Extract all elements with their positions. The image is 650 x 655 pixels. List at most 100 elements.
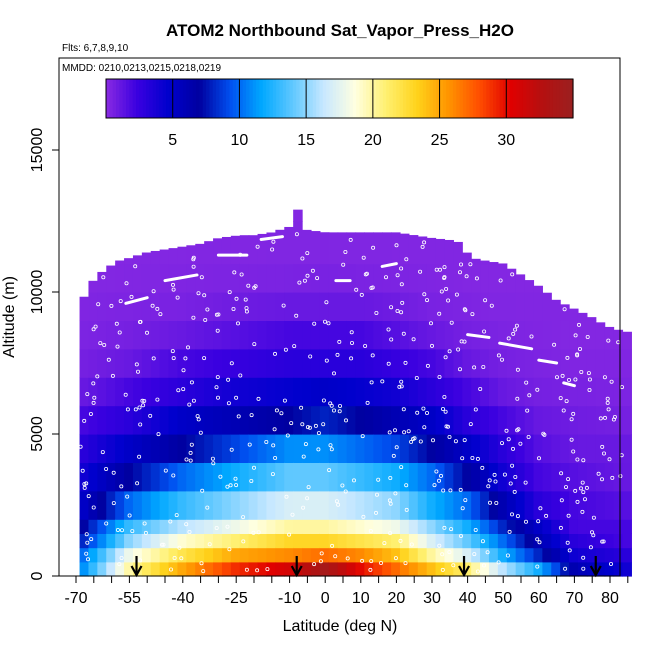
sample-marker [349, 340, 354, 345]
sample-marker [284, 494, 289, 499]
heatmap-cell [88, 377, 98, 407]
colorbar-swatch [422, 79, 427, 118]
heatmap-cell [239, 462, 250, 492]
sample-marker [289, 421, 294, 426]
sample-marker [442, 525, 447, 530]
colorbar-swatch [292, 79, 297, 118]
heatmap-cell [613, 547, 624, 563]
colorbar-swatch [109, 79, 114, 118]
sample-marker [571, 449, 576, 454]
heatmap-cell [586, 490, 597, 520]
heatmap-cell [132, 547, 143, 563]
heatmap-cell [132, 490, 143, 520]
sample-marker [598, 416, 603, 421]
heatmap-cell [497, 263, 508, 265]
heatmap-cell [266, 490, 276, 520]
sample-marker [210, 456, 215, 461]
sample-marker [214, 526, 219, 531]
heatmap-cell [204, 377, 214, 407]
heatmap-cell [132, 462, 143, 492]
heatmap-cell [533, 519, 543, 534]
sample-marker [581, 555, 586, 560]
sample-marker [393, 491, 398, 496]
sample-marker [270, 472, 275, 477]
heatmap-cell [435, 533, 446, 549]
heatmap-cell [542, 292, 552, 321]
heatmap-cell [497, 462, 508, 492]
heatmap-cell [275, 434, 285, 463]
heatmap-cell [79, 490, 90, 520]
chart-title: ATOM2 Northbound Sat_Vapor_Press_H2O [166, 21, 514, 40]
heatmap-cell [177, 561, 187, 577]
sample-marker [144, 330, 149, 335]
heatmap-cell [346, 561, 357, 577]
sample-marker [369, 559, 374, 564]
sample-marker [305, 273, 310, 278]
heatmap-cell [613, 405, 624, 435]
sample-marker [605, 400, 610, 405]
sample-marker [247, 442, 252, 447]
heatmap-cell [399, 519, 410, 534]
sample-marker [201, 569, 206, 574]
sample-marker [516, 427, 521, 432]
colorbar-swatch [362, 79, 367, 118]
heatmap-cell [319, 320, 330, 350]
sample-marker [233, 476, 238, 481]
heatmap-cell [79, 547, 90, 563]
heatmap-cell [577, 561, 588, 577]
heatmap-cell [257, 377, 268, 407]
heatmap-cell [302, 320, 312, 350]
heatmap-cell [604, 377, 615, 407]
colorbar-tick-label: 10 [231, 132, 249, 149]
heatmap-cell [399, 533, 410, 549]
heatmap-cell [515, 533, 526, 549]
heatmap-cell [213, 238, 223, 265]
heatmap-cell [488, 519, 499, 534]
heatmap-cell [150, 561, 161, 577]
heatmap-cell [417, 490, 428, 520]
heatmap-cell [310, 462, 321, 492]
sample-marker [458, 262, 463, 267]
sample-marker [458, 487, 463, 492]
sample-marker [115, 528, 120, 533]
heatmap-cell [462, 252, 472, 265]
heatmap-cell [373, 561, 383, 577]
heatmap-cell [195, 243, 205, 265]
sample-marker [387, 430, 392, 435]
heatmap-cell [391, 490, 401, 520]
sample-marker [601, 539, 606, 544]
heatmap-cell [168, 547, 179, 563]
heatmap-cell [551, 519, 561, 534]
sample-marker [181, 368, 186, 373]
heatmap-cell [168, 533, 179, 549]
sample-marker [496, 560, 501, 565]
heatmap-cell [186, 405, 196, 435]
heatmap-cell [426, 377, 437, 407]
heatmap-cell [515, 561, 526, 577]
sample-marker [137, 454, 142, 459]
heatmap-cell [497, 263, 508, 293]
heatmap-cell [97, 462, 107, 492]
heatmap-cell [302, 561, 312, 577]
heatmap-cell [195, 320, 205, 350]
heatmap-cell [132, 434, 143, 463]
sample-marker [600, 444, 605, 449]
sample-marker [85, 540, 90, 545]
heatmap-cell [595, 519, 606, 534]
heatmap-cell [257, 233, 268, 265]
heatmap-cell [373, 377, 383, 407]
colorbar-swatch [282, 79, 287, 118]
heatmap-cell [551, 434, 561, 463]
colorbar-swatch [446, 79, 451, 118]
heatmap-cell [542, 405, 552, 435]
heatmap-cell [124, 320, 134, 350]
heatmap-cell [515, 274, 526, 293]
sample-marker [202, 293, 207, 298]
heatmap-cell [106, 519, 116, 534]
heatmap-cell [275, 263, 285, 293]
heatmap-cell [159, 377, 170, 407]
heatmap-cell [293, 377, 303, 407]
sample-marker [189, 442, 194, 447]
